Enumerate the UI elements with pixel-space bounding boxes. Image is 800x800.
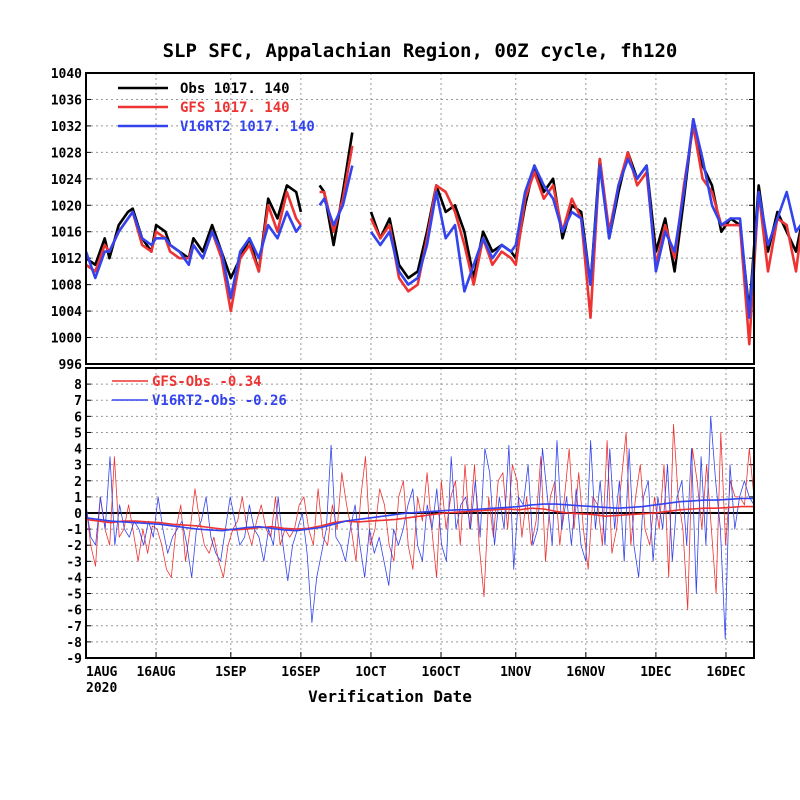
chart-title: SLP SFC, Appalachian Region, 00Z cycle, … (163, 40, 678, 62)
x-tick-label: 1DEC (640, 665, 671, 680)
x-tick-label: 16OCT (421, 665, 460, 680)
x-axis-title: Verification Date (308, 687, 472, 706)
x-tick-label: 1OCT (355, 665, 386, 680)
x-axis-year-label: 2020 (86, 681, 117, 696)
y-tick-label: 6 (74, 410, 82, 425)
series-line-gfs-obs (85, 424, 755, 611)
y-tick-label: -2 (66, 539, 82, 554)
y-tick-label: 2 (74, 475, 82, 490)
panel-frame (85, 72, 755, 365)
y-tick-label: 1036 (51, 93, 82, 108)
y-tick-label: 1032 (51, 120, 82, 135)
x-tick-label: 16DEC (706, 665, 745, 680)
legend-label: GFS-Obs -0.34 (152, 374, 262, 390)
y-tick-label: 1012 (51, 252, 82, 267)
y-tick-label: 8 (74, 378, 82, 393)
y-tick-label: 1000 (51, 332, 82, 347)
y-tick-label: 1020 (51, 199, 82, 214)
series-line-v16rt2-obs (85, 415, 755, 640)
legend-label: V16RT2 1017. 140 (180, 119, 315, 135)
x-tick-label: 16SEP (281, 665, 320, 680)
y-tick-label: -4 (66, 571, 82, 586)
y-tick-label: -1 (66, 523, 82, 538)
legend-label: V16RT2-Obs -0.26 (152, 393, 287, 409)
y-tick-label: 0 (74, 507, 82, 522)
y-tick-label: 1008 (51, 279, 82, 294)
y-tick-label: -7 (66, 620, 82, 635)
legend-label: Obs 1017. 140 (180, 81, 290, 97)
y-tick-label: 1024 (51, 173, 82, 188)
panel-frame (85, 367, 755, 659)
legend-label: GFS 1017. 140 (180, 100, 290, 116)
series-line-v16rt2-obs-mean (85, 497, 754, 532)
x-axis: 1AUG 16AUG 1SEP 16SEP 1OCT 16OCT 1NOV 16NOV 1DEC… (85, 652, 746, 680)
x-tick-label: 1AUG (86, 665, 117, 680)
x-tick-label: 16NOV (566, 665, 605, 680)
series-line-gfs-obs-mean (85, 505, 754, 531)
x-tick-label: 16AUG (136, 665, 175, 680)
top-panel: 996 1000 1004 1008 1012 1016 1020 1024 1028 1032 1… (51, 67, 800, 373)
y-tick-label: 1040 (51, 67, 82, 82)
y-tick-label: -5 (66, 588, 82, 603)
x-tick-label: 1NOV (500, 665, 531, 680)
y-tick-label: 1004 (51, 305, 82, 320)
y-tick-label: 1016 (51, 226, 82, 241)
y-tick-label: 7 (74, 394, 82, 409)
y-tick-label: -9 (66, 652, 82, 667)
x-tick-label: 1SEP (215, 665, 246, 680)
y-tick-label: 996 (59, 358, 83, 373)
y-tick-label: 1 (74, 491, 82, 506)
y-tick-label: 4 (74, 443, 82, 458)
y-tick-label: -8 (66, 636, 82, 651)
y-tick-label: -6 (66, 604, 82, 619)
y-tick-label: 5 (74, 426, 82, 441)
series-line-v16rt2 (84, 118, 800, 319)
y-tick-label: 3 (74, 459, 82, 474)
y-tick-label: 1028 (51, 146, 82, 161)
y-tick-label: -3 (66, 555, 82, 570)
